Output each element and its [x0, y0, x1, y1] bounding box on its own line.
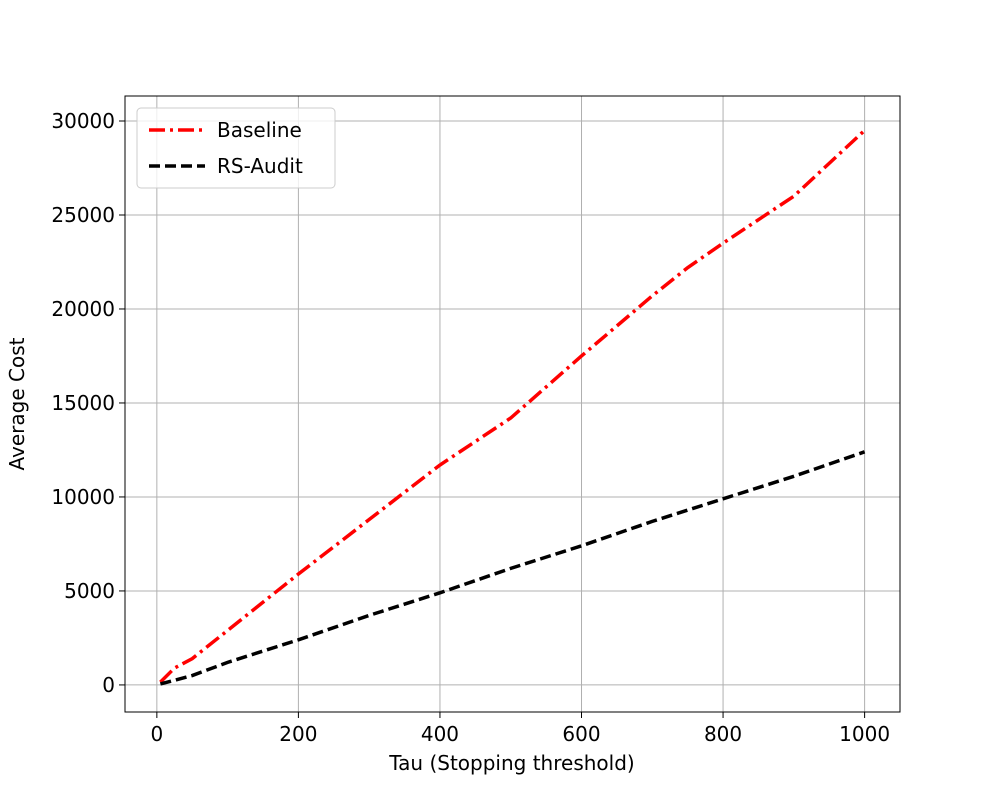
x-tick-label: 400 — [421, 722, 459, 746]
legend-label: RS-Audit — [217, 154, 303, 178]
x-tick-label: 200 — [279, 722, 317, 746]
legend-label: Baseline — [217, 118, 302, 142]
legend-box — [136, 107, 336, 189]
legend: Baseline RS-Audit — [136, 107, 336, 189]
line — [159, 450, 866, 686]
plot-frame — [124, 95, 901, 713]
y-tick-label: 5000 — [64, 579, 115, 603]
y-tick-label: 10000 — [51, 485, 115, 509]
y-tick-label: 20000 — [51, 297, 115, 321]
x-axis-label: Tau (Stopping threshold) — [388, 751, 634, 775]
x-tick-label: 0 — [150, 722, 163, 746]
line — [159, 129, 866, 684]
y-tick-label: 15000 — [51, 391, 115, 415]
y-tick-label: 25000 — [51, 203, 115, 227]
y-tick-label: 30000 — [51, 109, 115, 133]
x-tick-label: 800 — [704, 722, 742, 746]
y-tick-label: 0 — [102, 673, 115, 697]
x-tick-label: 600 — [562, 722, 600, 746]
y-axis-label: Average Cost — [5, 337, 29, 470]
x-tick-label: 1000 — [839, 722, 890, 746]
